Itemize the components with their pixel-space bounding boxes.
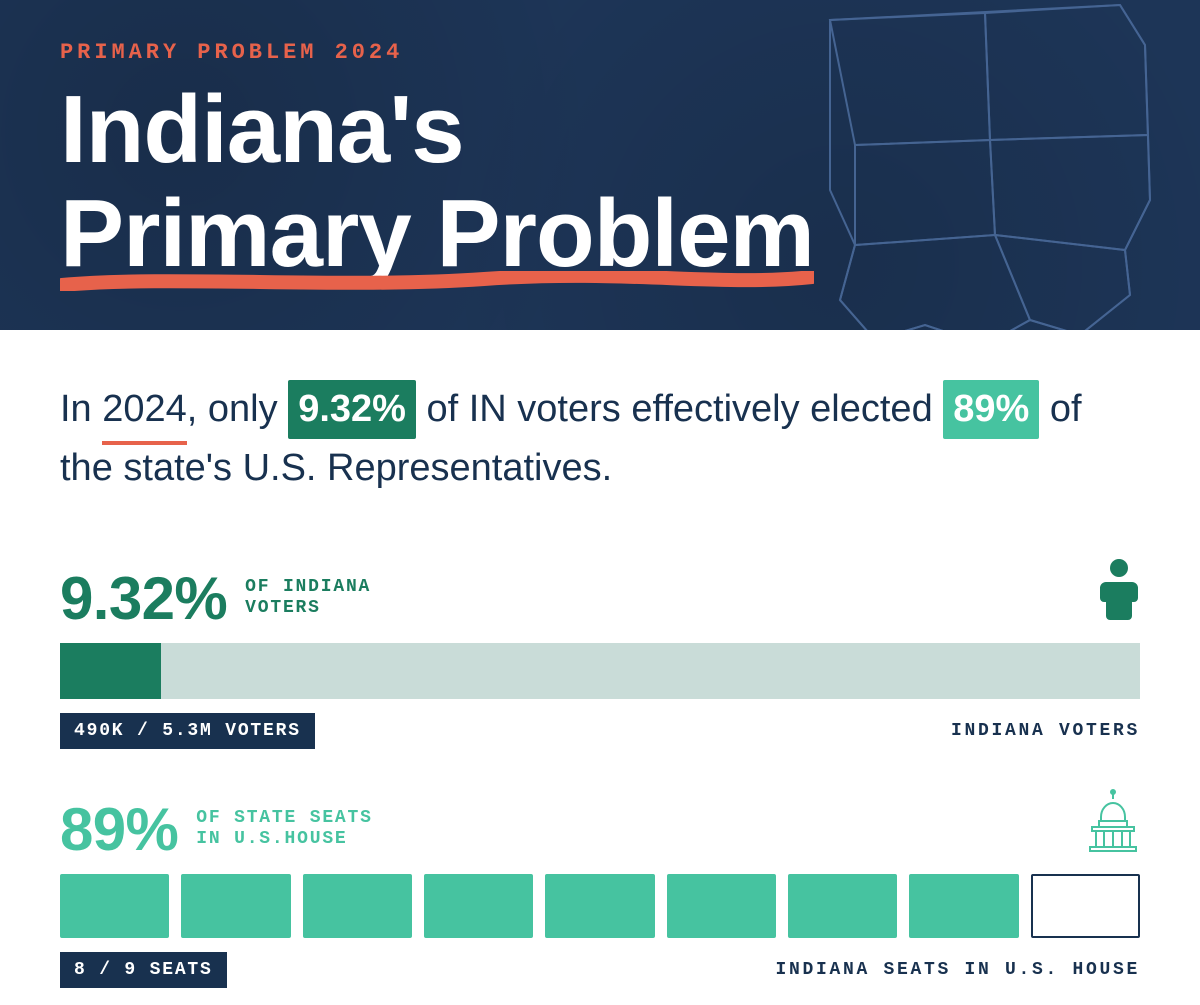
seats-caption: INDIANA SEATS IN U.S. HOUSE bbox=[775, 960, 1140, 980]
seat-segment bbox=[303, 874, 412, 938]
seats-stat-block: 89% OF STATE SEATSIN U.S.HOUSE 8 / 9 SEA… bbox=[60, 795, 1140, 988]
content-area: In 2024, only 9.32% of IN voters effecti… bbox=[0, 330, 1200, 988]
highlight-pill: 89% bbox=[943, 380, 1039, 439]
seat-segment bbox=[667, 874, 776, 938]
voters-caption: INDIANA VOTERS bbox=[951, 721, 1140, 741]
hero-title: Indiana's Primary Problem bbox=[60, 78, 814, 285]
voters-bar-fill bbox=[60, 643, 161, 699]
voters-badge: 490K / 5.3M VOTERS bbox=[60, 713, 315, 749]
hero-title-line2: Primary Problem bbox=[60, 182, 814, 286]
seats-sublabel: OF STATE SEATSIN U.S.HOUSE bbox=[196, 808, 372, 851]
hero-eyebrow: PRIMARY PROBLEM 2024 bbox=[60, 40, 403, 65]
seat-segment bbox=[181, 874, 290, 938]
hero-banner: PRIMARY PROBLEM 2024 Indiana's Primary P… bbox=[0, 0, 1200, 330]
year-underline: 2024 bbox=[102, 380, 187, 439]
highlight-pill: 9.32% bbox=[288, 380, 416, 439]
hero-title-line1: Indiana's bbox=[60, 78, 814, 182]
seat-segment bbox=[909, 874, 1018, 938]
seats-badge: 8 / 9 SEATS bbox=[60, 952, 227, 988]
person-icon bbox=[1098, 558, 1140, 620]
lede-text: In 2024, only 9.32% of IN voters effecti… bbox=[60, 380, 1140, 498]
seat-segment bbox=[424, 874, 533, 938]
seat-segment bbox=[788, 874, 897, 938]
capitol-icon bbox=[1086, 789, 1140, 853]
state-map-icon bbox=[760, 0, 1200, 330]
voters-bar-track bbox=[60, 643, 1140, 699]
seats-percent: 89% bbox=[60, 795, 178, 864]
seat-segment bbox=[60, 874, 169, 938]
voters-stat-block: 9.32% OF INDIANAVOTERS 490K / 5.3M VOTER… bbox=[60, 564, 1140, 749]
voters-percent: 9.32% bbox=[60, 564, 227, 633]
seat-segment bbox=[1031, 874, 1140, 938]
voters-sublabel: OF INDIANAVOTERS bbox=[245, 577, 371, 620]
seats-segments bbox=[60, 874, 1140, 938]
seat-segment bbox=[545, 874, 654, 938]
underline-brush-icon bbox=[60, 271, 814, 291]
